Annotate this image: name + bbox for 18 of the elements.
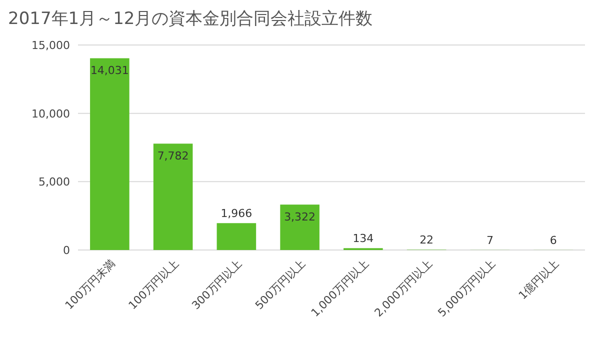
data-label: 3,322: [284, 210, 316, 224]
bar: [153, 144, 193, 250]
bar: [216, 223, 256, 250]
data-label: 7,782: [157, 150, 189, 163]
y-tick-label: 0: [63, 244, 70, 257]
y-tick-label: 5,000: [38, 176, 70, 189]
chart-title: 2017年1月～12月の資本金別合同会社設立件数: [8, 9, 373, 29]
data-label: 7: [486, 234, 494, 247]
bar: [280, 204, 320, 250]
bar: [90, 58, 130, 250]
y-tick-label: 10,000: [32, 107, 70, 120]
data-label: 134: [352, 232, 374, 246]
data-label: 14,031: [90, 64, 129, 78]
x-tick-label: 1億円以上: [516, 256, 562, 302]
data-label: 22: [420, 234, 434, 247]
data-label: 6: [550, 234, 557, 247]
y-tick-label: 15,000: [32, 39, 70, 52]
data-label: 1,966: [220, 207, 252, 220]
